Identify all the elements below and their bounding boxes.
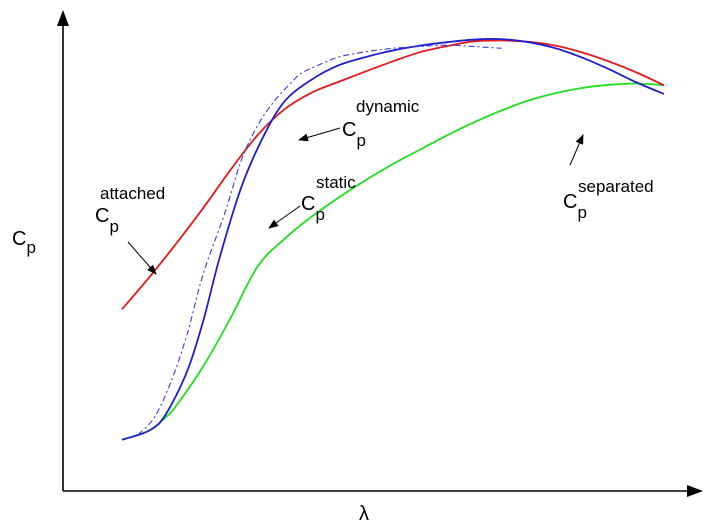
annotation-static-label: Cp <box>301 193 325 224</box>
series-static-line <box>121 38 665 441</box>
y-axis-title: Cp <box>12 228 36 257</box>
annotation-dynamic-sup: dynamic <box>356 97 420 116</box>
annotation-static-arrow <box>268 205 301 229</box>
annotation-separated-label: Cp <box>563 191 587 222</box>
x-axis-arrowhead <box>687 485 703 497</box>
annotation-attached: attached Cp <box>95 184 165 275</box>
y-axis-arrowhead <box>57 10 69 26</box>
annotation-attached-sup: attached <box>100 184 165 203</box>
series-layer <box>121 38 665 441</box>
annotation-attached-label: Cp <box>95 205 119 236</box>
annotation-static-sup: static <box>316 173 356 192</box>
series-dynamic-line <box>137 44 502 435</box>
annotation-separated-arrow <box>569 134 584 166</box>
annotation-static: static Cp <box>268 173 356 229</box>
x-axis-title: λ <box>359 503 369 524</box>
annotation-dynamic: dynamic Cp <box>298 97 420 150</box>
annotation-attached-arrow <box>127 241 157 275</box>
series-attached-line <box>121 39 665 310</box>
annotation-separated: separated Cp <box>563 134 654 222</box>
annotation-dynamic-arrow <box>298 127 341 142</box>
annotation-dynamic-label: Cp <box>342 119 366 150</box>
annotation-separated-sup: separated <box>578 177 654 196</box>
series-separated-line <box>121 82 665 441</box>
